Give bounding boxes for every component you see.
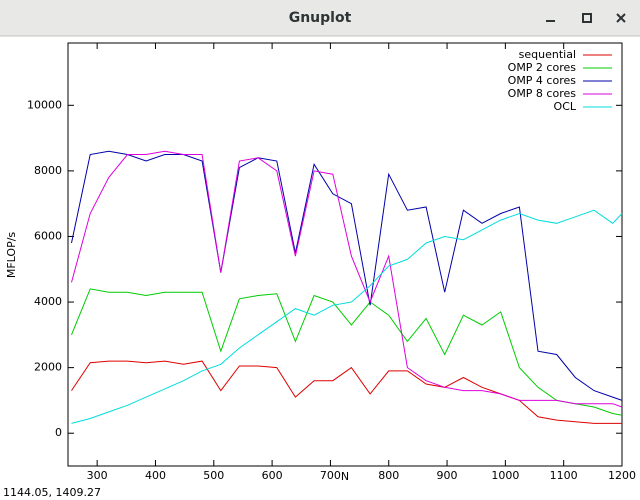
x-tick-label: 800	[378, 469, 399, 482]
x-tick-label: 900	[437, 469, 458, 482]
status-text: 1144.05, 1409.27	[3, 486, 101, 499]
y-tick-label: 8000	[34, 164, 62, 177]
series-line	[71, 150, 623, 408]
y-tick-label: 2000	[34, 361, 62, 374]
x-axis-label: N	[341, 470, 349, 483]
series-line	[71, 360, 622, 424]
minimize-button[interactable]	[542, 10, 560, 26]
y-tick-label: 6000	[34, 229, 62, 242]
y-tick-label: 10000	[27, 98, 62, 111]
series-line	[71, 209, 623, 424]
legend-label: OCL	[554, 100, 577, 113]
x-tick-label: 1000	[491, 469, 519, 482]
series-line	[71, 288, 623, 416]
close-button[interactable]	[612, 10, 630, 26]
x-tick-label: 700	[320, 469, 341, 482]
window-title: Gnuplot	[289, 10, 352, 26]
y-tick-label: 4000	[34, 295, 62, 308]
title-bar	[0, 0, 640, 36]
series-line	[71, 150, 623, 401]
legend-label: OMP 2 cores	[508, 61, 577, 74]
x-tick-label: 1200	[608, 469, 636, 482]
x-tick-label: 400	[145, 469, 166, 482]
x-tick-label: 600	[262, 469, 283, 482]
x-tick-label: 500	[203, 469, 224, 482]
legend-label: OMP 8 cores	[508, 87, 577, 100]
legend-label: sequential	[519, 48, 576, 61]
plot-frame	[67, 42, 623, 467]
y-axis-label: MFLOP/s	[5, 232, 18, 279]
maximize-button[interactable]	[578, 10, 596, 26]
x-tick-label: 300	[87, 469, 108, 482]
x-tick-label: 1100	[550, 469, 578, 482]
y-tick-label: 0	[55, 426, 62, 439]
legend-label: OMP 4 cores	[508, 74, 577, 87]
